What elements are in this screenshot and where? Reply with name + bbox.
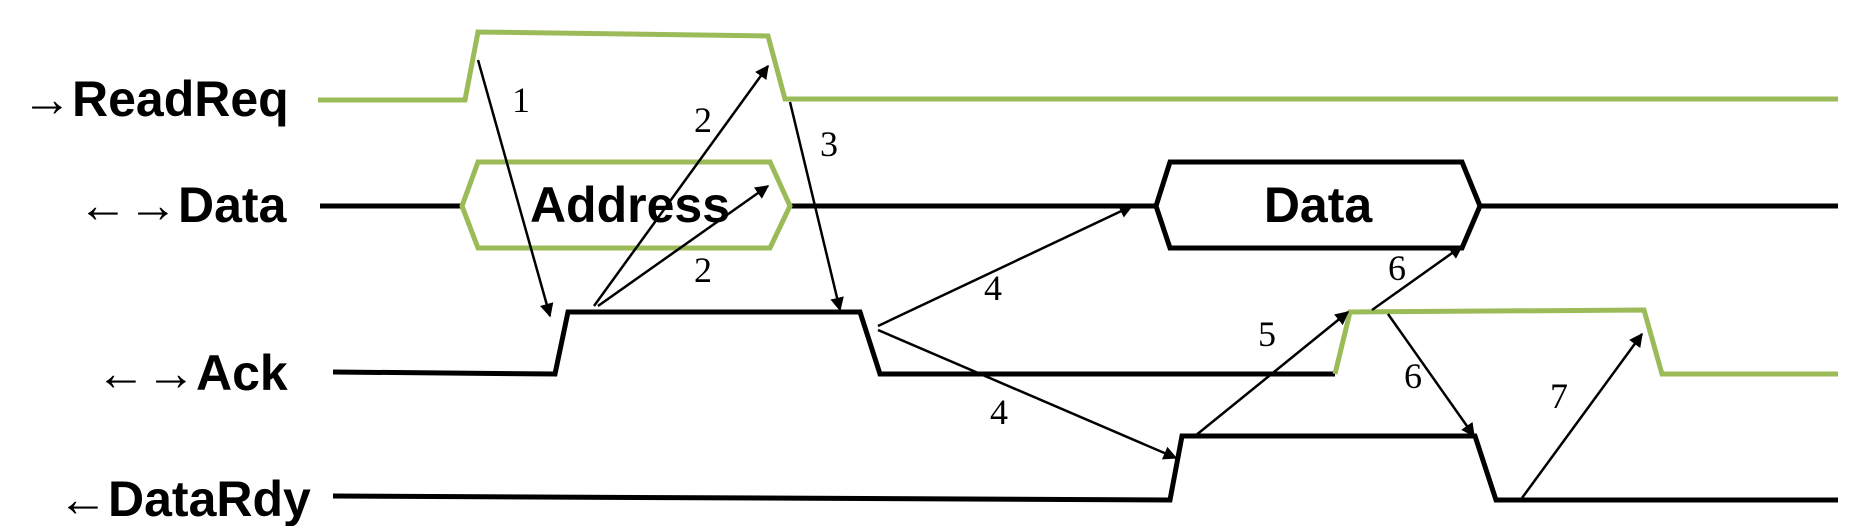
datardy-waveform [332, 433, 1838, 503]
arrow-step-4a [877, 204, 1134, 328]
step-number-5: 5 [1258, 314, 1276, 354]
data-bus-label: Data [1264, 177, 1374, 233]
address-bus-value [459, 159, 793, 251]
arrow-step-4b [877, 328, 1178, 460]
arrow-step-5 [1194, 311, 1350, 437]
signal-label-readreq: →ReadReq [22, 71, 289, 127]
step-number-3: 3 [820, 124, 838, 164]
arrow-step-6b [1386, 313, 1476, 438]
arrow-step-7 [1520, 332, 1644, 499]
readreq-waveform [318, 29, 1838, 103]
ack-waveform [332, 309, 1335, 377]
step-number-7: 7 [1550, 376, 1568, 416]
arrow-step-3 [788, 101, 844, 312]
step-number-6a: 6 [1388, 248, 1406, 288]
step-number-1: 1 [512, 80, 530, 120]
arrow-step-6a [1371, 244, 1464, 312]
step-number-2b: 2 [694, 250, 712, 290]
arrow-step-1 [476, 59, 554, 318]
arrow-step-2b [597, 184, 770, 308]
signal-label-datardy: ←DataRdy [58, 471, 311, 526]
data-bus-value [1153, 159, 1483, 251]
arrow-step-2a [592, 64, 770, 307]
step-number-6b: 6 [1404, 356, 1422, 396]
ack-waveform-green [1332, 307, 1838, 377]
step-number-4b: 4 [990, 392, 1008, 432]
step-number-2a: 2 [694, 100, 712, 140]
step-number-4a: 4 [984, 268, 1002, 308]
signal-label-data: ←→Data [78, 177, 288, 233]
address-bus-label: Address [530, 177, 730, 233]
signal-label-ack: ←→Ack [96, 345, 288, 401]
